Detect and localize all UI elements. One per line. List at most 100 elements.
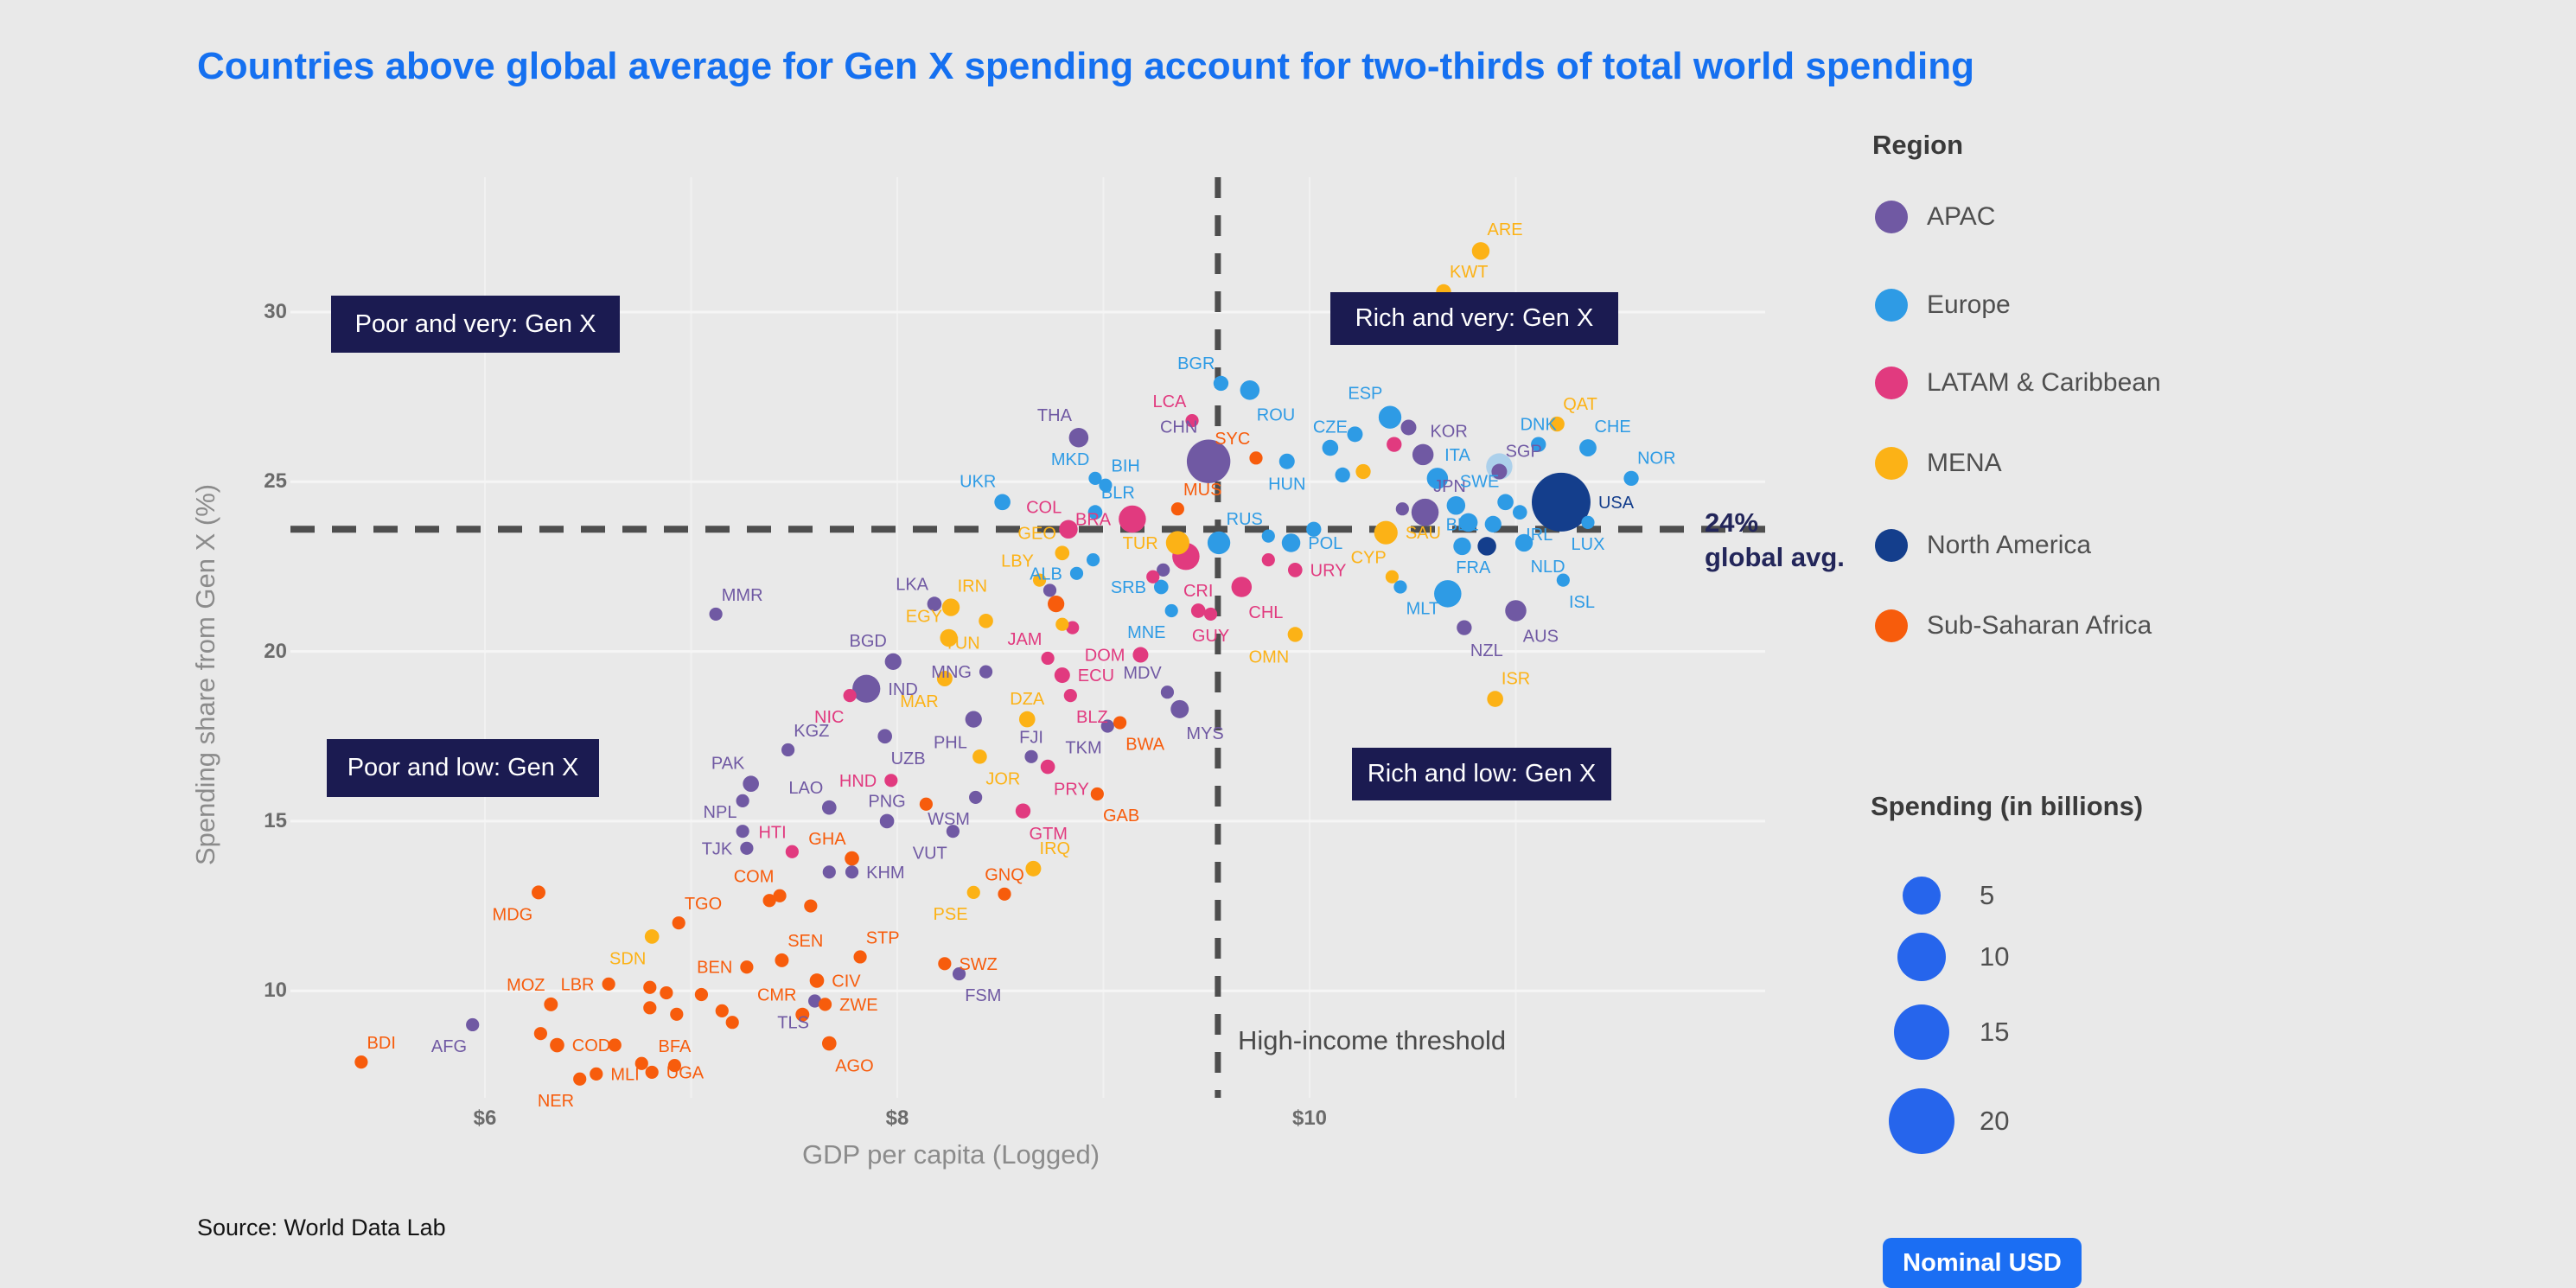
- country-bubble[interactable]: [1041, 651, 1055, 666]
- country-bubble[interactable]: [1512, 505, 1527, 520]
- country-bubble[interactable]: [1240, 380, 1260, 400]
- country-bubble[interactable]: [1165, 531, 1189, 555]
- country-bubble[interactable]: [672, 916, 685, 930]
- country-bubble[interactable]: [781, 743, 795, 757]
- legend-item-apac[interactable]: APAC: [1875, 201, 1995, 233]
- country-bubble[interactable]: [785, 845, 799, 858]
- country-bubble[interactable]: [927, 596, 942, 611]
- country-bubble[interactable]: [884, 774, 898, 787]
- country-bubble[interactable]: [1556, 573, 1570, 587]
- country-bubble[interactable]: [1146, 570, 1160, 583]
- country-bubble[interactable]: [1491, 463, 1508, 480]
- country-bubble[interactable]: [1066, 621, 1080, 634]
- country-bubble[interactable]: [550, 1037, 564, 1053]
- country-bubble[interactable]: [1024, 749, 1038, 763]
- country-bubble[interactable]: [1086, 552, 1100, 567]
- country-bubble[interactable]: [972, 749, 987, 764]
- country-bubble[interactable]: [1249, 451, 1263, 465]
- country-bubble[interactable]: [1068, 427, 1089, 448]
- country-bubble[interactable]: [645, 1065, 659, 1080]
- country-bubble[interactable]: [994, 494, 1011, 511]
- nominal-usd-button[interactable]: Nominal USD: [1883, 1238, 2082, 1288]
- legend-item-ssa[interactable]: Sub-Saharan Africa: [1875, 609, 2152, 642]
- country-bubble[interactable]: [1160, 685, 1175, 699]
- legend-item-latam[interactable]: LATAM & Caribbean: [1875, 367, 2161, 399]
- country-bubble[interactable]: [1278, 453, 1295, 469]
- country-bubble[interactable]: [1113, 716, 1127, 730]
- country-bubble[interactable]: [1457, 620, 1472, 635]
- country-bubble[interactable]: [1453, 537, 1471, 556]
- country-bubble[interactable]: [1411, 498, 1439, 526]
- country-bubble[interactable]: [715, 1004, 729, 1017]
- country-bubble[interactable]: [1514, 533, 1533, 552]
- country-bubble[interactable]: [966, 885, 980, 899]
- country-bubble[interactable]: [709, 607, 723, 622]
- country-bubble[interactable]: [644, 929, 660, 944]
- country-bubble[interactable]: [821, 800, 837, 815]
- country-bubble[interactable]: [1497, 494, 1514, 511]
- country-bubble[interactable]: [1434, 580, 1462, 608]
- country-bubble[interactable]: [573, 1072, 587, 1086]
- country-bubble[interactable]: [1043, 583, 1057, 597]
- country-bubble[interactable]: [877, 729, 893, 744]
- country-bubble[interactable]: [532, 885, 545, 900]
- country-bubble[interactable]: [1378, 405, 1402, 429]
- country-bubble[interactable]: [1119, 505, 1146, 533]
- country-bubble[interactable]: [1281, 533, 1301, 552]
- country-bubble[interactable]: [1400, 419, 1417, 436]
- country-bubble[interactable]: [1385, 570, 1399, 583]
- country-bubble[interactable]: [1170, 502, 1184, 516]
- country-bubble[interactable]: [1374, 520, 1398, 545]
- country-bubble[interactable]: [1287, 627, 1303, 642]
- country-bubble[interactable]: [1231, 577, 1253, 597]
- country-bubble[interactable]: [1426, 468, 1449, 489]
- country-bubble[interactable]: [590, 1067, 603, 1081]
- country-bubble[interactable]: [1306, 521, 1322, 537]
- country-bubble[interactable]: [1087, 505, 1103, 520]
- country-bubble[interactable]: [1322, 439, 1339, 456]
- country-bubble[interactable]: [884, 653, 902, 670]
- country-bubble[interactable]: [818, 998, 832, 1011]
- country-bubble[interactable]: [544, 997, 558, 1011]
- country-bubble[interactable]: [879, 813, 895, 829]
- country-bubble[interactable]: [1213, 375, 1229, 392]
- legend-item-mena[interactable]: MENA: [1875, 447, 2002, 480]
- country-bubble[interactable]: [952, 966, 966, 981]
- country-bubble[interactable]: [1069, 566, 1084, 580]
- country-bubble[interactable]: [1477, 537, 1496, 556]
- country-bubble[interactable]: [1099, 478, 1113, 492]
- country-bubble[interactable]: [1059, 520, 1078, 539]
- country-bubble[interactable]: [919, 797, 933, 811]
- country-bubble[interactable]: [1164, 603, 1178, 618]
- country-bubble[interactable]: [1531, 472, 1591, 532]
- country-bubble[interactable]: [1393, 580, 1407, 594]
- country-bubble[interactable]: [667, 1058, 682, 1073]
- country-bubble[interactable]: [998, 887, 1011, 901]
- country-bubble[interactable]: [965, 711, 982, 728]
- country-bubble[interactable]: [1335, 467, 1350, 483]
- country-bubble[interactable]: [808, 994, 822, 1008]
- country-bubble[interactable]: [743, 775, 759, 793]
- country-bubble[interactable]: [979, 665, 993, 679]
- country-bubble[interactable]: [670, 1007, 684, 1021]
- country-bubble[interactable]: [608, 1038, 622, 1052]
- country-bubble[interactable]: [762, 894, 776, 908]
- country-bubble[interactable]: [1063, 689, 1077, 703]
- country-bubble[interactable]: [979, 613, 993, 628]
- country-bubble[interactable]: [1505, 600, 1527, 622]
- country-bubble[interactable]: [736, 794, 749, 807]
- country-bubble[interactable]: [843, 689, 857, 703]
- country-bubble[interactable]: [1207, 531, 1231, 555]
- country-bubble[interactable]: [1487, 691, 1503, 707]
- country-bubble[interactable]: [1531, 437, 1546, 452]
- country-bubble[interactable]: [634, 1056, 648, 1070]
- country-bubble[interactable]: [946, 825, 960, 838]
- country-bubble[interactable]: [1048, 596, 1065, 613]
- country-bubble[interactable]: [822, 865, 836, 879]
- country-bubble[interactable]: [643, 980, 657, 994]
- country-bubble[interactable]: [1387, 437, 1402, 452]
- country-bubble[interactable]: [1090, 787, 1104, 801]
- country-bubble[interactable]: [936, 671, 953, 687]
- legend-item-europe[interactable]: Europe: [1875, 289, 2011, 322]
- country-bubble[interactable]: [1395, 502, 1409, 516]
